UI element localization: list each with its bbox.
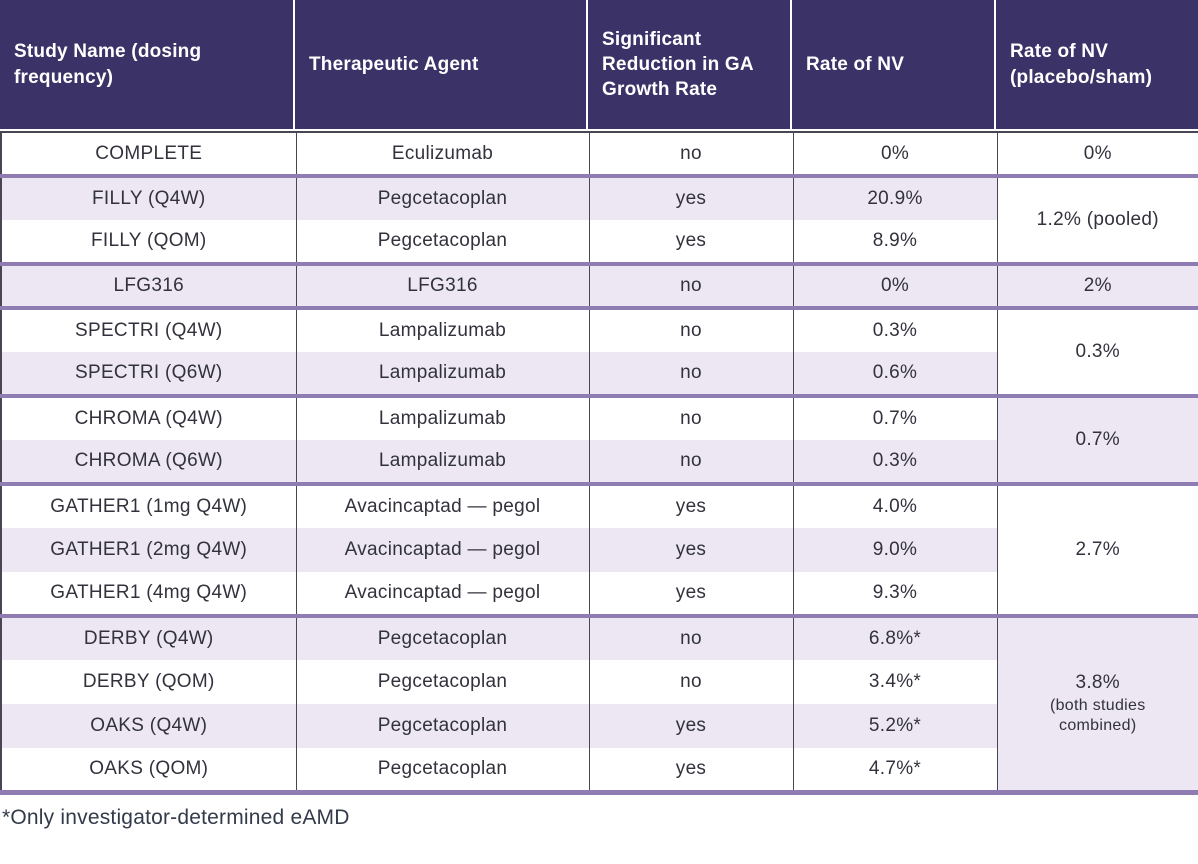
cell-rate-nv: 20.9% (793, 174, 998, 220)
table-row: GATHER1 (1mg Q4W) Avacincaptad — pegol y… (1, 482, 1198, 616)
cell-rate-placebo-pooled: 0.3% (997, 306, 1198, 396)
cell-rate-nv: 6.8%* (793, 614, 998, 660)
cell-rate-nv: 5.2%* (793, 704, 998, 748)
cell-rate-nv: 0% (793, 132, 998, 176)
cell-study: GATHER1 (4mg Q4W) (1, 572, 297, 616)
table-footnote: *Only investigator-determined eAMD (2, 805, 350, 829)
header-significant-reduction: Significant Reduction in GA Growth Rate (588, 0, 792, 129)
table-row: COMPLETE Eculizumab no 0% 0% (1, 132, 1198, 176)
cell-agent: Pegcetacoplan (296, 748, 590, 792)
cell-study: FILLY (QOM) (1, 220, 297, 264)
header-study-name: Study Name (dosing frequency) (0, 0, 295, 129)
header-therapeutic-agent: Therapeutic Agent (295, 0, 588, 129)
cell-significant: no (589, 614, 794, 660)
cell-agent: Eculizumab (296, 132, 590, 176)
cell-study: OAKS (QOM) (1, 748, 297, 792)
table-header-row: Study Name (dosing frequency) Therapeuti… (0, 0, 1198, 129)
cell-agent: Lampalizumab (296, 306, 590, 352)
cell-rate-placebo: 0% (997, 132, 1198, 176)
cell-agent: Pegcetacoplan (296, 614, 590, 660)
cell-agent: Lampalizumab (296, 440, 590, 484)
table-row: LFG316 LFG316 no 0% 2% (1, 262, 1198, 308)
cell-significant: yes (589, 572, 794, 616)
cell-rate-placebo: 2% (997, 262, 1198, 308)
cell-rate-nv: 9.0% (793, 528, 998, 572)
cell-study: COMPLETE (1, 132, 297, 176)
cell-agent: LFG316 (296, 262, 590, 308)
cell-study: DERBY (Q4W) (1, 614, 297, 660)
clinical-trials-table: Study Name (dosing frequency) Therapeuti… (0, 0, 1198, 829)
cell-rate-nv: 0.3% (793, 440, 998, 484)
cell-significant: no (589, 660, 794, 704)
pooled-value: 3.8% (1075, 671, 1120, 693)
cell-agent: Avacincaptad — pegol (296, 528, 590, 572)
cell-study: LFG316 (1, 262, 297, 308)
table-row: OAKS (QOM) Pegcetacoplan yes 4.7%* (1, 748, 1198, 792)
cell-rate-placebo-pooled: 3.8% (both studies combined) (997, 614, 1198, 792)
cell-rate-nv: 8.9% (793, 220, 998, 264)
cell-agent: Lampalizumab (296, 352, 590, 396)
cell-study: CHROMA (Q6W) (1, 440, 297, 484)
cell-rate-nv: 4.7%* (793, 748, 998, 792)
cell-agent: Avacincaptad — pegol (296, 482, 590, 528)
cell-significant: no (589, 440, 794, 484)
cell-significant: yes (589, 704, 794, 748)
cell-agent: Lampalizumab (296, 394, 590, 440)
cell-rate-placebo-pooled: 1.2% (pooled) (997, 174, 1198, 264)
cell-rate-nv: 3.4%* (793, 660, 998, 704)
table-row: GATHER1 (2mg Q4W) Avacincaptad — pegol y… (1, 528, 1198, 572)
table-row: CHROMA (Q4W) Lampalizumab no 0.7% 0.7% (1, 394, 1198, 484)
table-body: COMPLETE Eculizumab no 0% 0% FILLY (Q4W)… (0, 131, 1198, 795)
cell-study: GATHER1 (1mg Q4W) (1, 482, 297, 528)
cell-significant: yes (589, 174, 794, 220)
header-rate-of-nv-placebo: Rate of NV (placebo/sham) (996, 0, 1198, 129)
cell-agent: Pegcetacoplan (296, 704, 590, 748)
table-row: FILLY (QOM) Pegcetacoplan yes 8.9% (1, 220, 1198, 264)
cell-significant: no (589, 306, 794, 352)
cell-rate-nv: 0.7% (793, 394, 998, 440)
pooled-note: (both studies combined) (1049, 696, 1146, 734)
table-row: GATHER1 (4mg Q4W) Avacincaptad — pegol y… (1, 572, 1198, 616)
cell-study: OAKS (Q4W) (1, 704, 297, 748)
table-row: CHROMA (Q6W) Lampalizumab no 0.3% (1, 440, 1198, 484)
cell-study: DERBY (QOM) (1, 660, 297, 704)
cell-agent: Avacincaptad — pegol (296, 572, 590, 616)
header-rate-of-nv: Rate of NV (792, 0, 996, 129)
cell-study: SPECTRI (Q6W) (1, 352, 297, 396)
table-row: DERBY (QOM) Pegcetacoplan no 3.4%* (1, 660, 1198, 704)
cell-rate-nv: 0% (793, 262, 998, 308)
table-row: DERBY (Q4W) Pegcetacoplan no 6.8%* 3.8% … (1, 614, 1198, 792)
cell-significant: yes (589, 528, 794, 572)
cell-agent: Pegcetacoplan (296, 220, 590, 264)
cell-rate-placebo-pooled: 0.7% (997, 394, 1198, 484)
cell-agent: Pegcetacoplan (296, 174, 590, 220)
cell-rate-nv: 4.0% (793, 482, 998, 528)
cell-rate-nv: 0.6% (793, 352, 998, 396)
cell-rate-nv: 9.3% (793, 572, 998, 616)
cell-significant: no (589, 394, 794, 440)
cell-significant: no (589, 352, 794, 396)
cell-study: GATHER1 (2mg Q4W) (1, 528, 297, 572)
cell-significant: no (589, 262, 794, 308)
cell-rate-nv: 0.3% (793, 306, 998, 352)
cell-significant: yes (589, 748, 794, 792)
cell-significant: yes (589, 220, 794, 264)
cell-rate-placebo-pooled: 2.7% (997, 482, 1198, 616)
cell-study: SPECTRI (Q4W) (1, 306, 297, 352)
table-row: SPECTRI (Q6W) Lampalizumab no 0.6% (1, 352, 1198, 396)
table-row: FILLY (Q4W) Pegcetacoplan yes 20.9% 1.2%… (1, 174, 1198, 264)
cell-study: CHROMA (Q4W) (1, 394, 297, 440)
cell-significant: yes (589, 482, 794, 528)
cell-significant: no (589, 132, 794, 176)
cell-study: FILLY (Q4W) (1, 174, 297, 220)
table-row: OAKS (Q4W) Pegcetacoplan yes 5.2%* (1, 704, 1198, 748)
table-row: SPECTRI (Q4W) Lampalizumab no 0.3% 0.3% (1, 306, 1198, 396)
cell-agent: Pegcetacoplan (296, 660, 590, 704)
